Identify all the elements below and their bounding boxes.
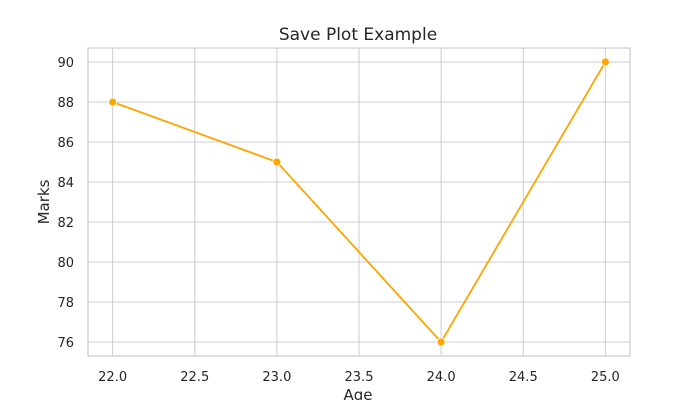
data-point [600,57,610,67]
y-tick-label: 86 [57,136,74,151]
y-tick-label: 82 [57,216,74,231]
x-axis-label: Age [343,386,372,400]
x-tick-label: 24.5 [509,370,538,385]
x-tick-labels: 22.0 22.5 23.0 23.5 24.0 24.5 25.0 [98,370,620,385]
y-tick-label: 78 [57,296,74,311]
y-tick-label: 88 [57,96,74,111]
x-tick-label: 23.0 [262,370,291,385]
y-tick-label: 80 [57,256,74,271]
chart-title: Save Plot Example [279,25,437,45]
data-point [436,337,446,347]
y-tick-label: 90 [57,56,74,71]
y-tick-label: 76 [57,336,74,351]
x-tick-label: 22.0 [98,370,127,385]
plot-frame [87,47,631,357]
y-tick-label: 84 [57,176,74,191]
series-layer [108,57,610,347]
x-tick-label: 23.5 [345,370,374,385]
y-tick-labels: 76 78 80 82 84 86 88 90 [57,56,74,351]
data-point [108,97,118,107]
series-line [112,61,607,344]
data-point [272,157,282,167]
x-tick-label: 24.0 [427,370,456,385]
x-tick-label: 25.0 [591,370,620,385]
grid-layer [88,48,630,356]
y-axis-label: Marks [35,179,53,224]
x-tick-label: 22.5 [180,370,209,385]
